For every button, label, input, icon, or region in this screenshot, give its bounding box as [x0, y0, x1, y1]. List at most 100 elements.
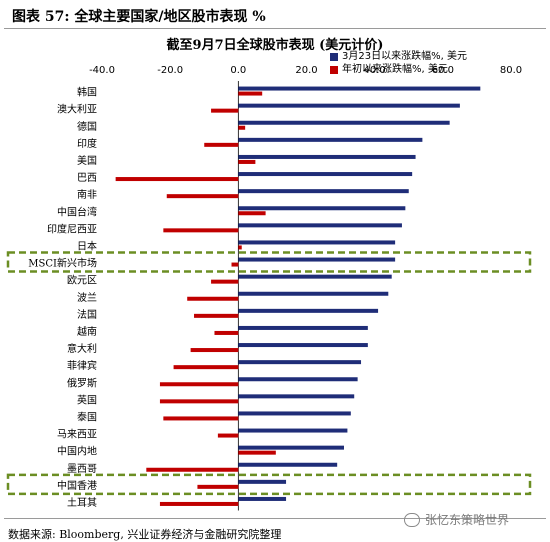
- category-label: 印度: [77, 137, 97, 150]
- category-label: 土耳其: [67, 496, 97, 509]
- bar-series-2: [211, 279, 239, 284]
- data-source: 数据来源: Bloomberg, 兴业证券经济与金融研究院整理: [8, 528, 282, 541]
- bar-series-1: [238, 120, 450, 125]
- bar-series-1: [238, 240, 396, 245]
- x-tick-label: 40.0: [364, 65, 386, 76]
- bar-series-1: [238, 325, 368, 330]
- bar-series-1: [238, 496, 287, 501]
- bar-series-1: [238, 377, 358, 382]
- bar-series-2: [197, 484, 239, 489]
- bar-series-1: [238, 172, 413, 177]
- bar-series-2: [187, 296, 239, 301]
- bar-series-2: [146, 467, 239, 472]
- figure-header: 图表 57: 全球主要国家/地区股市表现 %: [4, 4, 546, 29]
- bar-series-1: [238, 291, 389, 296]
- bar-series-2: [159, 382, 239, 387]
- bar-series-1: [238, 308, 379, 313]
- x-tick-label: -20.0: [157, 65, 183, 76]
- category-label: 韩国: [77, 86, 97, 99]
- bar-series-1: [238, 428, 348, 433]
- bar-series-2: [163, 416, 239, 421]
- chart-legend: 3月23日以来涨跌幅%, 美元 年初以来涨跌幅%, 美元: [330, 50, 467, 76]
- bar-series-2: [211, 108, 239, 113]
- category-label: 法国: [77, 308, 97, 321]
- category-label: 英国: [77, 393, 97, 406]
- watermark-text: 张忆东策略世界: [425, 513, 510, 527]
- bar-series-1: [238, 189, 409, 194]
- category-label: 德国: [77, 120, 97, 133]
- bar-series-1: [238, 274, 392, 279]
- category-label: 中国香港: [57, 479, 97, 492]
- bar-series-2: [166, 194, 239, 199]
- bar-series-2: [238, 211, 266, 216]
- x-tick-label: -40.0: [89, 65, 115, 76]
- category-label: 意大利: [67, 342, 97, 355]
- bar-series-1: [238, 206, 406, 211]
- category-label: 巴西: [77, 172, 97, 184]
- bar-series-1: [238, 343, 368, 348]
- bar-series-2: [115, 177, 239, 182]
- bar-series-1: [238, 86, 481, 91]
- bar-series-2: [159, 399, 239, 404]
- bar-series-2: [238, 125, 246, 130]
- legend-item-series-1: 3月23日以来涨跌幅%, 美元: [330, 50, 467, 63]
- bar-series-1: [238, 137, 423, 142]
- x-tick-label: 0.0: [230, 65, 246, 76]
- figure-title: 图表 57: 全球主要国家/地区股市表现 %: [12, 9, 266, 25]
- highlight-box: [6, 473, 532, 496]
- category-label: 澳大利亚: [57, 103, 97, 116]
- bar-series-1: [238, 479, 287, 484]
- bar-series-2: [194, 313, 239, 318]
- category-label: 俄罗斯: [67, 376, 97, 389]
- x-tick-label: 20.0: [295, 65, 317, 76]
- legend-swatch-navy: [330, 52, 338, 61]
- bar-series-1: [238, 154, 416, 159]
- bar-series-2: [231, 262, 239, 267]
- bar-series-1: [238, 394, 355, 399]
- category-label: 马来西亚: [57, 429, 97, 441]
- figure-footer-rule: [4, 518, 546, 519]
- bar-series-2: [163, 228, 239, 233]
- legend-label-series-2: 年初以来涨跌幅%, 美元: [342, 64, 448, 75]
- bar-series-1: [238, 360, 362, 365]
- bar-series-2: [204, 142, 239, 147]
- bar-series-2: [238, 159, 256, 164]
- category-label: 中国台湾: [57, 205, 97, 218]
- bar-series-2: [238, 245, 242, 250]
- bar-series-2: [217, 433, 239, 438]
- bar-series-1: [238, 103, 460, 108]
- category-label: 波兰: [77, 291, 97, 304]
- x-tick-label: 60.0: [432, 65, 454, 76]
- bar-series-2: [238, 91, 263, 96]
- x-tick-label: 80.0: [500, 65, 522, 76]
- bar-series-2: [238, 450, 276, 455]
- bar-series-2: [214, 330, 239, 335]
- category-label: 美国: [77, 154, 97, 167]
- category-label: 南非: [77, 188, 97, 201]
- highlight-box: [6, 251, 532, 273]
- legend-swatch-red: [330, 65, 338, 74]
- legend-label-series-1: 3月23日以来涨跌幅%, 美元: [342, 51, 467, 62]
- bar-series-1: [238, 257, 396, 262]
- category-label: 印度尼西亚: [47, 222, 97, 235]
- category-label: 欧元区: [67, 275, 97, 287]
- wechat-icon: [404, 512, 420, 527]
- bar-series-1: [238, 411, 351, 416]
- bar-series-2: [159, 501, 239, 506]
- category-label: 菲律宾: [67, 359, 97, 372]
- category-label: 越南: [77, 325, 97, 338]
- category-label: 墨西哥: [67, 463, 97, 475]
- bar-series-1: [238, 223, 402, 228]
- category-label: 中国内地: [57, 445, 97, 458]
- bar-series-2: [173, 365, 239, 370]
- watermark: 张忆东策略世界: [404, 511, 509, 528]
- category-label: MSCI新兴市场: [28, 257, 97, 270]
- category-label: 泰国: [77, 410, 97, 423]
- chart-title: 截至9月7日全球股市表现 (美元计价): [166, 38, 384, 53]
- category-label: 日本: [77, 239, 97, 252]
- bar-series-1: [238, 445, 344, 450]
- bar-series-1: [238, 462, 338, 467]
- bar-series-2: [190, 348, 239, 353]
- legend-item-series-2: 年初以来涨跌幅%, 美元: [330, 63, 467, 76]
